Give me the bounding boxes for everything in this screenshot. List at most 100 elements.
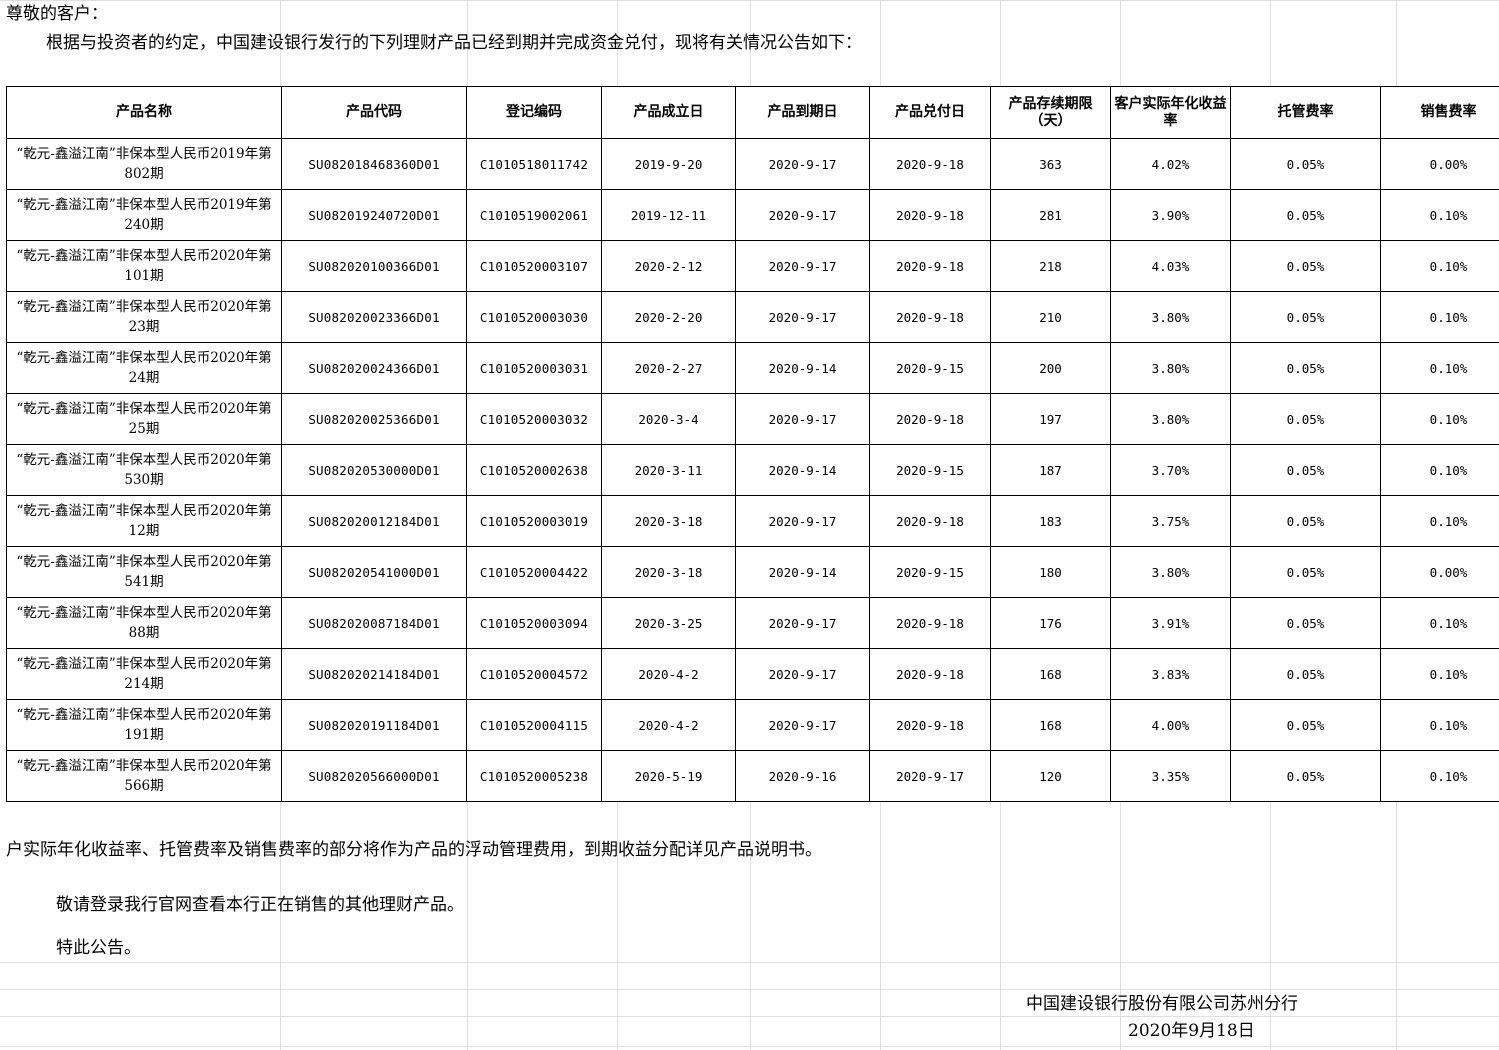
cell-annual-yield: 3.80% bbox=[1110, 291, 1231, 343]
cell-product-code: SU082020025366D01 bbox=[281, 393, 467, 445]
signature-organization: 中国建设银行股份有限公司苏州分行 bbox=[1026, 994, 1298, 1014]
cell-registration-code: C1010520003019 bbox=[466, 495, 602, 547]
cell-maturity-date: 2020-9-17 bbox=[735, 189, 870, 241]
cell-payment-date: 2020-9-18 bbox=[869, 240, 991, 292]
cell-maturity-date: 2020-9-17 bbox=[735, 699, 870, 751]
cell-sales-fee: 0.00% bbox=[1380, 546, 1499, 598]
grid-hline bbox=[0, 0, 1499, 1]
cell-registration-code: C1010520003031 bbox=[466, 342, 602, 394]
cell-maturity-date: 2020-9-17 bbox=[735, 240, 870, 292]
table-row: “乾元-鑫溢江南”非保本型人民币2020年第88期 SU082020087184D… bbox=[6, 597, 1499, 649]
cell-duration-days: 363 bbox=[990, 138, 1111, 190]
column-header-product-code: 产品代码 bbox=[281, 86, 467, 139]
cell-annual-yield: 3.80% bbox=[1110, 342, 1231, 394]
cell-duration-days: 218 bbox=[990, 240, 1111, 292]
salutation-text: 尊敬的客户： bbox=[6, 4, 108, 24]
cell-sales-fee: 0.10% bbox=[1380, 495, 1499, 547]
cell-custody-fee: 0.05% bbox=[1230, 699, 1381, 751]
cell-annual-yield: 3.80% bbox=[1110, 393, 1231, 445]
column-header-payment-date: 产品兑付日 bbox=[869, 86, 991, 139]
table-row: “乾元-鑫溢江南”非保本型人民币2020年第23期 SU082020023366D… bbox=[6, 291, 1499, 343]
cell-custody-fee: 0.05% bbox=[1230, 750, 1381, 802]
cell-custody-fee: 0.05% bbox=[1230, 342, 1381, 394]
cell-registration-code: C1010520003094 bbox=[466, 597, 602, 649]
grid-hline bbox=[0, 989, 1499, 990]
cell-custody-fee: 0.05% bbox=[1230, 444, 1381, 496]
cell-maturity-date: 2020-9-14 bbox=[735, 546, 870, 598]
cell-registration-code: C1010520003107 bbox=[466, 240, 602, 292]
cell-start-date: 2019-9-20 bbox=[601, 138, 736, 190]
cell-product-name: “乾元-鑫溢江南”非保本型人民币2020年第191期 bbox=[6, 699, 282, 751]
cell-sales-fee: 0.00% bbox=[1380, 138, 1499, 190]
cell-annual-yield: 3.80% bbox=[1110, 546, 1231, 598]
cell-product-code: SU082019240720D01 bbox=[281, 189, 467, 241]
cell-annual-yield: 3.35% bbox=[1110, 750, 1231, 802]
footer-paragraph-3: 敬请登录我行官网查看本行正在销售的其他理财产品。 bbox=[56, 895, 464, 915]
cell-sales-fee: 0.10% bbox=[1380, 444, 1499, 496]
cell-product-name: “乾元-鑫溢江南”非保本型人民币2020年第12期 bbox=[6, 495, 282, 547]
cell-registration-code: C1010520002638 bbox=[466, 444, 602, 496]
cell-payment-date: 2020-9-18 bbox=[869, 138, 991, 190]
cell-payment-date: 2020-9-15 bbox=[869, 546, 991, 598]
cell-registration-code: C1010518011742 bbox=[466, 138, 602, 190]
cell-payment-date: 2020-9-17 bbox=[869, 750, 991, 802]
cell-annual-yield: 4.03% bbox=[1110, 240, 1231, 292]
cell-start-date: 2020-2-27 bbox=[601, 342, 736, 394]
cell-annual-yield: 3.91% bbox=[1110, 597, 1231, 649]
cell-start-date: 2020-4-2 bbox=[601, 699, 736, 751]
cell-payment-date: 2020-9-18 bbox=[869, 699, 991, 751]
cell-duration-days: 187 bbox=[990, 444, 1111, 496]
table-row: “乾元-鑫溢江南”非保本型人民币2020年第24期 SU082020024366D… bbox=[6, 342, 1499, 394]
table-row: “乾元-鑫溢江南”非保本型人民币2020年第101期 SU082020100366… bbox=[6, 240, 1499, 292]
cell-product-code: SU082020012184D01 bbox=[281, 495, 467, 547]
cell-custody-fee: 0.05% bbox=[1230, 189, 1381, 241]
cell-product-name: “乾元-鑫溢江南”非保本型人民币2020年第88期 bbox=[6, 597, 282, 649]
cell-product-code: SU082020566000D01 bbox=[281, 750, 467, 802]
duration-header-line1: 产品存续期限 bbox=[1008, 95, 1093, 112]
cell-payment-date: 2020-9-18 bbox=[869, 291, 991, 343]
cell-duration-days: 168 bbox=[990, 699, 1111, 751]
cell-payment-date: 2020-9-18 bbox=[869, 393, 991, 445]
cell-start-date: 2020-4-2 bbox=[601, 648, 736, 700]
cell-duration-days: 168 bbox=[990, 648, 1111, 700]
cell-product-code: SU082020530000D01 bbox=[281, 444, 467, 496]
yield-header-line2: 率 bbox=[1163, 112, 1178, 129]
cell-product-name: “乾元-鑫溢江南”非保本型人民币2020年第214期 bbox=[6, 648, 282, 700]
table-row: “乾元-鑫溢江南”非保本型人民币2020年第541期 SU082020541000… bbox=[6, 546, 1499, 598]
grid-hline bbox=[0, 962, 1499, 963]
signature-date: 2020年9月18日 bbox=[1128, 1021, 1255, 1041]
table-row: “乾元-鑫溢江南”非保本型人民币2020年第12期 SU082020012184D… bbox=[6, 495, 1499, 547]
intro-paragraph: 根据与投资者的约定，中国建设银行发行的下列理财产品已经到期并完成资金兑付，现将有… bbox=[46, 33, 862, 53]
cell-duration-days: 180 bbox=[990, 546, 1111, 598]
cell-custody-fee: 0.05% bbox=[1230, 393, 1381, 445]
cell-sales-fee: 0.10% bbox=[1380, 699, 1499, 751]
cell-sales-fee: 0.10% bbox=[1380, 189, 1499, 241]
table-row: “乾元-鑫溢江南”非保本型人民币2020年第530期 SU082020530000… bbox=[6, 444, 1499, 496]
cell-start-date: 2019-12-11 bbox=[601, 189, 736, 241]
cell-product-code: SU082020541000D01 bbox=[281, 546, 467, 598]
cell-start-date: 2020-5-19 bbox=[601, 750, 736, 802]
cell-registration-code: C1010520005238 bbox=[466, 750, 602, 802]
cell-product-name: “乾元-鑫溢江南”非保本型人民币2020年第24期 bbox=[6, 342, 282, 394]
table-row: “乾元-鑫溢江南”非保本型人民币2019年第240期 SU082019240720… bbox=[6, 189, 1499, 241]
cell-duration-days: 176 bbox=[990, 597, 1111, 649]
cell-registration-code: C1010520004572 bbox=[466, 648, 602, 700]
cell-maturity-date: 2020-9-17 bbox=[735, 648, 870, 700]
cell-registration-code: C1010520003032 bbox=[466, 393, 602, 445]
cell-maturity-date: 2020-9-17 bbox=[735, 138, 870, 190]
cell-custody-fee: 0.05% bbox=[1230, 240, 1381, 292]
cell-product-code: SU082020023366D01 bbox=[281, 291, 467, 343]
cell-product-name: “乾元-鑫溢江南”非保本型人民币2019年第240期 bbox=[6, 189, 282, 241]
column-header-sales-fee: 销售费率 bbox=[1380, 86, 1499, 139]
cell-maturity-date: 2020-9-17 bbox=[735, 495, 870, 547]
cell-product-name: “乾元-鑫溢江南”非保本型人民币2020年第541期 bbox=[6, 546, 282, 598]
table-header-row: 产品名称 产品代码 登记编码 产品成立日 产品到期日 产品兑付日 产品存续期限 … bbox=[6, 86, 1499, 139]
cell-sales-fee: 0.10% bbox=[1380, 240, 1499, 292]
cell-product-name: “乾元-鑫溢江南”非保本型人民币2019年第802期 bbox=[6, 138, 282, 190]
cell-product-name: “乾元-鑫溢江南”非保本型人民币2020年第101期 bbox=[6, 240, 282, 292]
cell-payment-date: 2020-9-15 bbox=[869, 342, 991, 394]
table-body: “乾元-鑫溢江南”非保本型人民币2019年第802期 SU082018468360… bbox=[6, 138, 1499, 802]
cell-custody-fee: 0.05% bbox=[1230, 291, 1381, 343]
table-row: “乾元-鑫溢江南”非保本型人民币2020年第25期 SU082020025366D… bbox=[6, 393, 1499, 445]
cell-annual-yield: 4.00% bbox=[1110, 699, 1231, 751]
